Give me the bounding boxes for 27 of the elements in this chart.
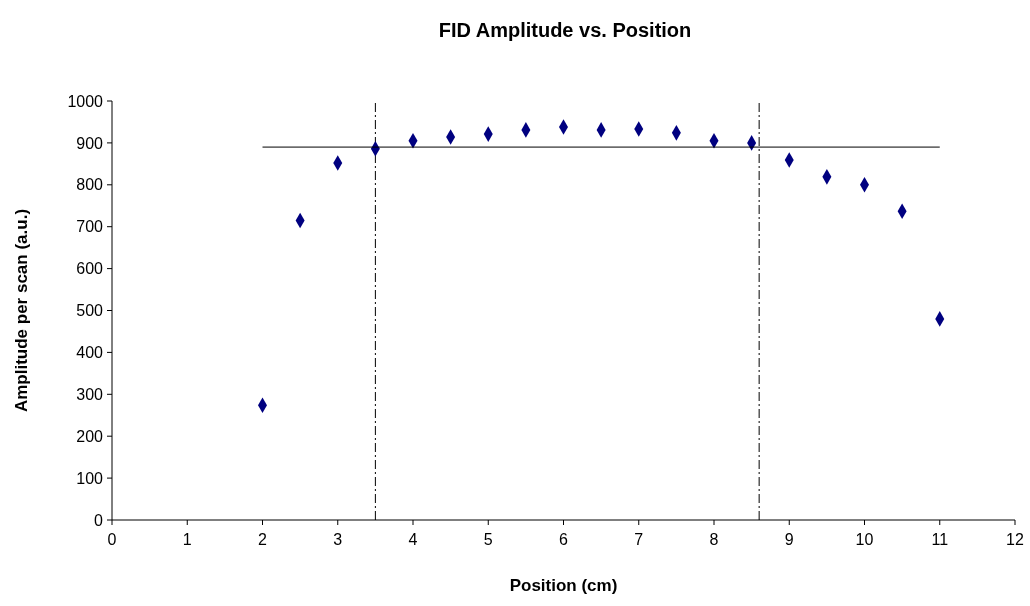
x-tick-label: 9 bbox=[784, 531, 794, 548]
x-tick-label: 11 bbox=[931, 531, 949, 548]
x-tick-label: 5 bbox=[483, 531, 493, 548]
x-tick-label: 0 bbox=[107, 531, 117, 548]
x-tick-label: 12 bbox=[1006, 531, 1024, 548]
y-tick-label: 700 bbox=[76, 218, 104, 236]
y-tick-label: 900 bbox=[76, 134, 104, 152]
y-tick-label: 600 bbox=[76, 260, 104, 278]
y-tick-label: 200 bbox=[76, 427, 104, 445]
x-tick-label: 6 bbox=[559, 531, 569, 548]
y-tick-label: 1000 bbox=[67, 92, 104, 110]
x-tick-label: 10 bbox=[855, 531, 874, 548]
y-axis-title: Amplitude per scan (a.u.) bbox=[12, 208, 31, 413]
x-tick-label: 8 bbox=[709, 531, 719, 548]
chart-title: FID Amplitude vs. Position bbox=[438, 19, 692, 41]
x-tick-label: 2 bbox=[258, 531, 268, 548]
x-tick-label: 4 bbox=[408, 531, 418, 548]
y-tick-label: 0 bbox=[94, 511, 104, 529]
x-tick-label: 3 bbox=[333, 531, 343, 548]
y-tick-label: 800 bbox=[76, 176, 104, 194]
x-axis-title: Position (cm) bbox=[509, 576, 618, 595]
y-tick-label: 100 bbox=[76, 469, 104, 487]
x-tick-label: 1 bbox=[182, 531, 192, 548]
x-tick-label: 7 bbox=[634, 531, 644, 548]
y-tick-label: 300 bbox=[76, 385, 104, 403]
y-tick-label: 400 bbox=[76, 344, 104, 361]
y-tick-label: 500 bbox=[76, 302, 104, 320]
